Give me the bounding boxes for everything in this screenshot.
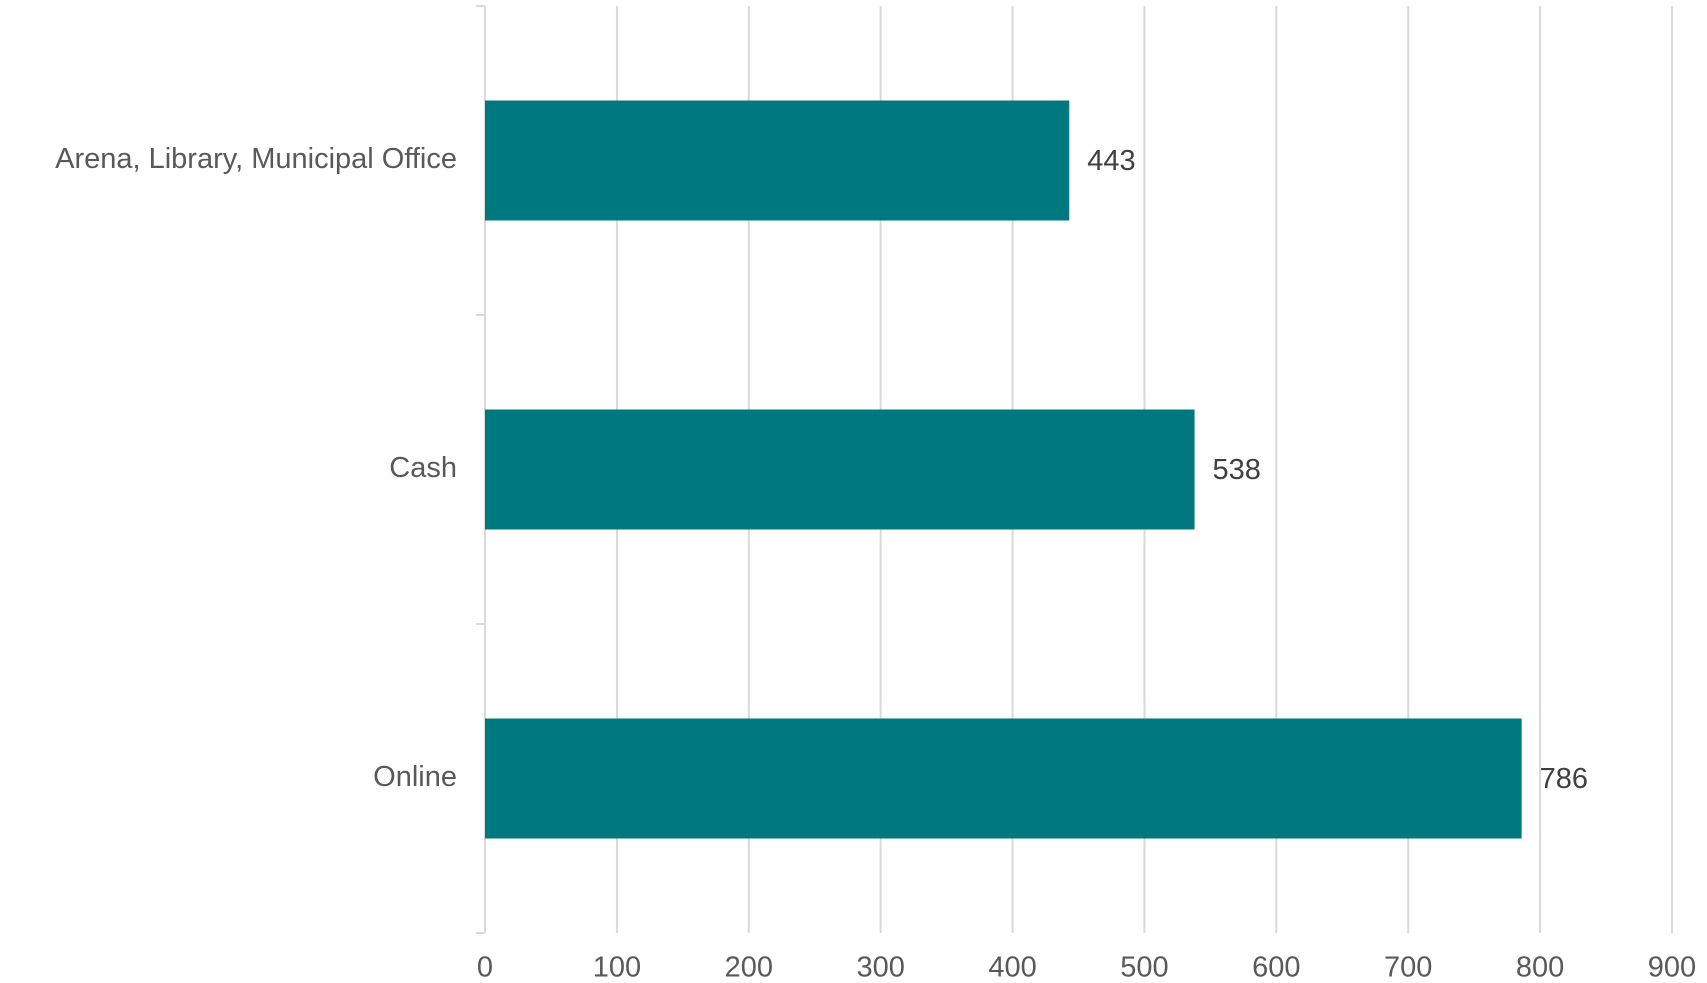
x-tick-label: 100: [593, 952, 641, 983]
x-tick-label: 900: [1648, 952, 1696, 983]
y-tick-label: Online: [373, 761, 457, 793]
data-label: 538: [1213, 454, 1261, 486]
x-tick-label: 400: [988, 952, 1036, 983]
x-tick-label: 200: [725, 952, 773, 983]
x-tick-label: 800: [1516, 952, 1564, 983]
x-tick-label: 0: [477, 952, 493, 983]
bar: [485, 100, 1070, 221]
x-tick-label: 500: [1120, 952, 1168, 983]
y-tick-label: Arena, Library, Municipal Office: [55, 143, 457, 175]
x-tick-label: 700: [1384, 952, 1432, 983]
data-label: 786: [1540, 763, 1588, 795]
x-tick-label: 300: [856, 952, 904, 983]
bar: [485, 718, 1522, 839]
x-tick-label: 600: [1252, 952, 1300, 983]
data-label: 443: [1087, 145, 1135, 177]
y-tick-label: Cash: [389, 452, 457, 484]
bar: [485, 409, 1195, 530]
